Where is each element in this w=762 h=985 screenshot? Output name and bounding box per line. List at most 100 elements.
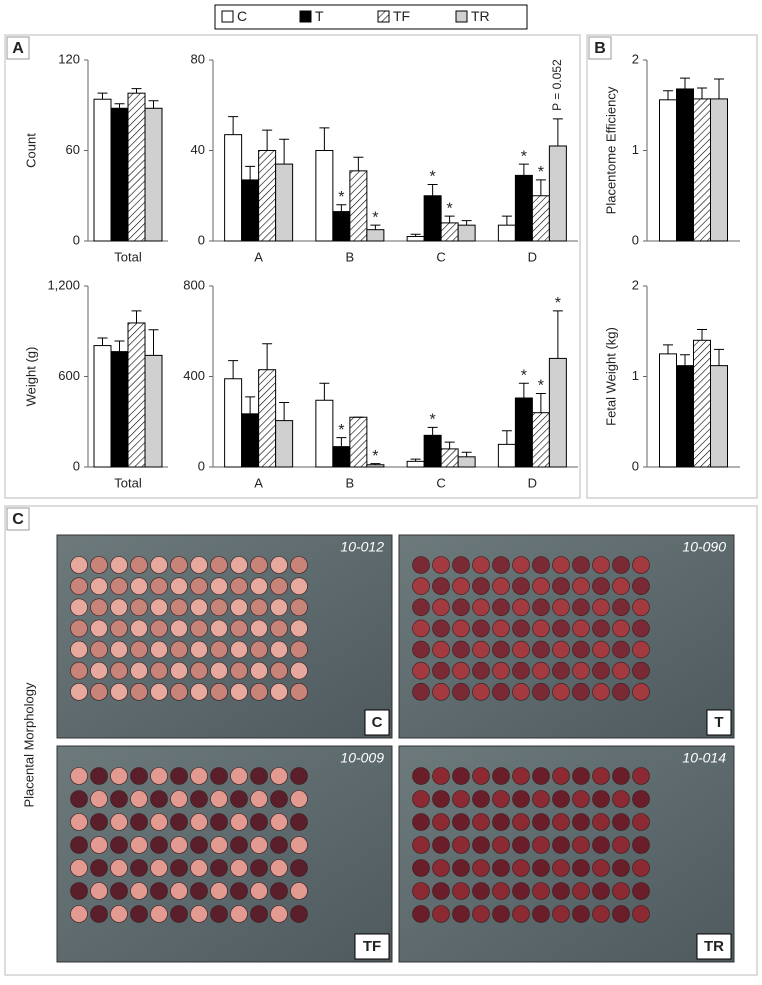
photo-texture xyxy=(452,836,470,854)
photo-texture xyxy=(230,661,248,680)
photo-texture xyxy=(452,813,470,831)
photo-texture xyxy=(492,905,510,923)
legend-swatch xyxy=(221,10,234,23)
x-tick-label: C xyxy=(436,475,445,490)
photo-id: 10-009 xyxy=(340,750,384,766)
bar xyxy=(315,150,334,242)
photo-texture xyxy=(432,790,450,808)
photo-texture xyxy=(210,683,228,701)
photo-texture xyxy=(210,790,228,808)
photo-texture xyxy=(110,836,128,854)
photo-texture xyxy=(632,882,650,900)
bar xyxy=(127,322,146,468)
photo-texture xyxy=(250,556,268,574)
photo-texture xyxy=(70,640,88,659)
photo-texture xyxy=(150,790,168,808)
y-axis-label: Fetal Weight (kg) xyxy=(603,327,618,426)
photo-texture xyxy=(170,790,188,808)
photo-texture xyxy=(110,598,128,617)
photo-texture xyxy=(472,859,490,877)
photo-texture xyxy=(612,836,630,854)
photo-texture xyxy=(290,556,308,574)
photo-texture xyxy=(572,813,590,831)
bar xyxy=(110,351,129,468)
photo-texture xyxy=(592,836,610,854)
photo-texture xyxy=(150,882,168,900)
photo-texture xyxy=(572,577,590,595)
bar xyxy=(349,170,368,242)
x-tick-label: D xyxy=(528,249,537,264)
photo-texture xyxy=(230,619,248,638)
photo-texture xyxy=(532,836,550,854)
bar xyxy=(241,179,260,242)
photo-texture xyxy=(432,882,450,900)
x-tick-label: Total xyxy=(114,475,142,490)
bar xyxy=(497,443,516,468)
photo-texture xyxy=(230,859,248,877)
photo-texture xyxy=(270,813,288,831)
photo-texture xyxy=(412,577,430,595)
photo-texture xyxy=(290,619,308,638)
photo-texture xyxy=(90,767,108,785)
y-tick-label: 0 xyxy=(198,458,205,473)
photo-texture xyxy=(230,556,248,574)
photo-texture xyxy=(432,598,450,617)
photo-texture xyxy=(572,882,590,900)
photo-texture xyxy=(432,619,450,638)
photo-texture xyxy=(512,556,530,574)
photo-texture xyxy=(90,598,108,617)
legend-swatch xyxy=(299,10,312,23)
photo-texture xyxy=(70,813,88,831)
photo-texture xyxy=(612,640,630,659)
bar xyxy=(110,107,129,242)
bar xyxy=(366,464,385,468)
photo-texture xyxy=(270,683,288,701)
x-tick-label: Total xyxy=(114,249,142,264)
error-bar xyxy=(697,328,707,341)
bar xyxy=(258,369,277,468)
photo-texture xyxy=(552,661,570,680)
photo-texture xyxy=(452,859,470,877)
photo-texture xyxy=(170,619,188,638)
panel-label-box xyxy=(6,36,30,60)
photo-texture xyxy=(612,767,630,785)
error-bar xyxy=(410,458,421,462)
photo-texture xyxy=(90,813,108,831)
photo-texture xyxy=(492,640,510,659)
photo-texture xyxy=(170,767,188,785)
photo-texture xyxy=(70,619,88,638)
bar xyxy=(332,446,351,468)
y-axis-label: Placentome Efficiency xyxy=(603,86,618,214)
photo-texture xyxy=(190,640,208,659)
photo-texture xyxy=(230,813,248,831)
bar xyxy=(457,224,476,242)
bar xyxy=(514,397,533,468)
photo-texture xyxy=(290,683,308,701)
photo-texture xyxy=(632,598,650,617)
error-bar xyxy=(552,310,563,359)
photo-texture xyxy=(230,882,248,900)
y-tick-label: 400 xyxy=(183,368,205,383)
photo-texture xyxy=(572,836,590,854)
photo-texture xyxy=(270,905,288,923)
photo-texture xyxy=(130,836,148,854)
y-tick-label: 120 xyxy=(58,51,80,66)
error-bar xyxy=(148,329,159,356)
photo-texture xyxy=(492,882,510,900)
photo-texture xyxy=(592,813,610,831)
photo-texture xyxy=(592,905,610,923)
photo-texture xyxy=(552,905,570,923)
annotation: * xyxy=(372,209,378,226)
photo-texture xyxy=(492,556,510,574)
photo-texture xyxy=(592,598,610,617)
photo-texture xyxy=(190,859,208,877)
photo-texture xyxy=(250,577,268,595)
photo-texture xyxy=(512,790,530,808)
photo-texture xyxy=(290,598,308,617)
error-bar xyxy=(353,156,364,171)
photo-texture xyxy=(70,882,88,900)
y-tick-label: 0 xyxy=(198,232,205,247)
x-tick-label: D xyxy=(528,475,537,490)
error-bar xyxy=(131,310,142,323)
